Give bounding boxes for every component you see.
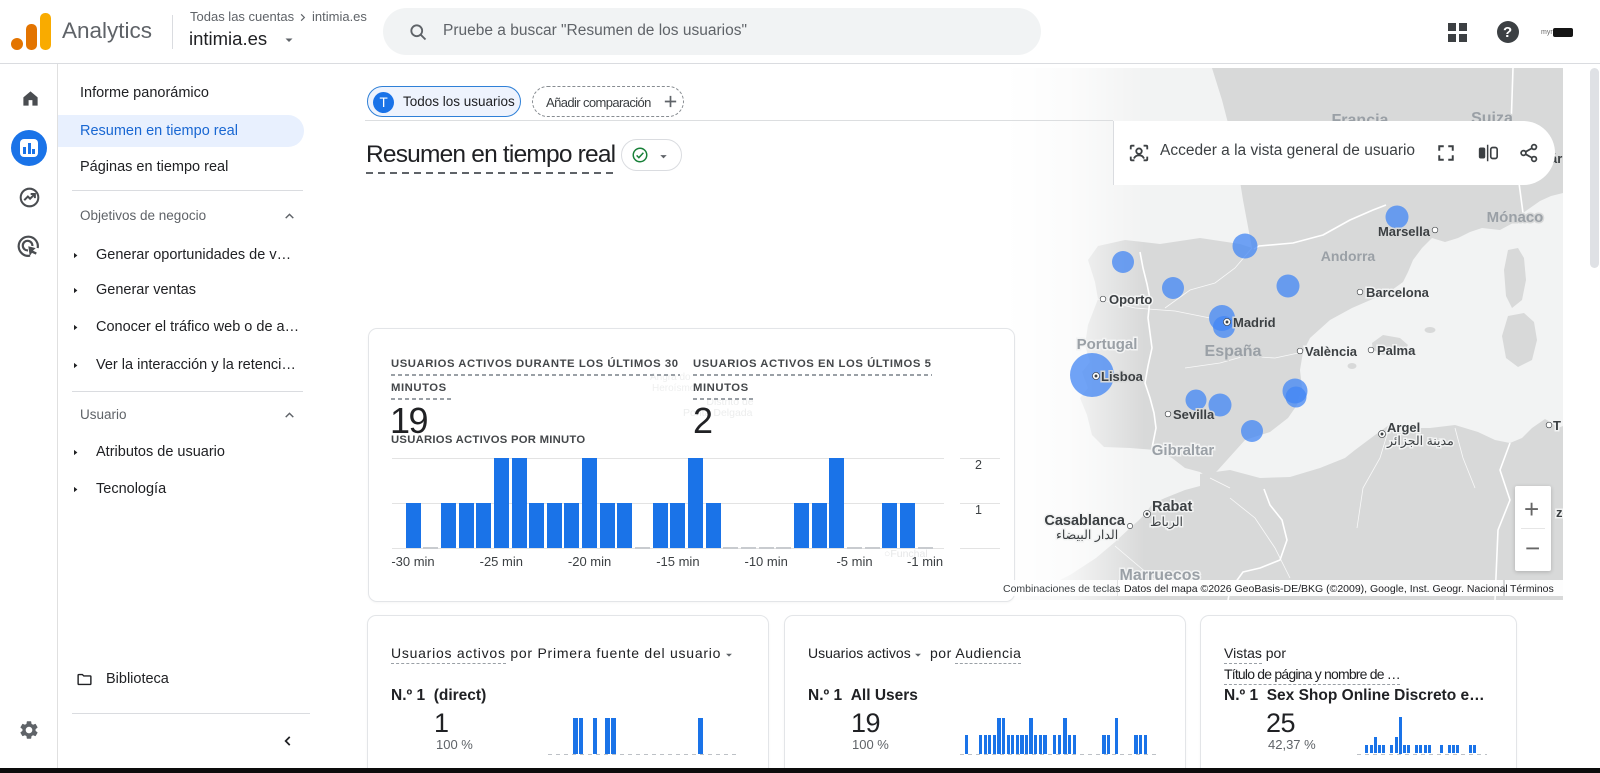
svg-text:España: España [1205,343,1262,360]
svg-text:Lisboa: Lisboa [1101,369,1144,384]
svg-text:Barcelona: Barcelona [1366,285,1430,300]
svg-text:Gibraltar: Gibraltar [1152,442,1215,459]
svg-text:Sevilla: Sevilla [1173,407,1215,422]
svg-text:Marsella: Marsella [1378,224,1431,239]
svg-text:Rabat: Rabat [1152,499,1192,515]
svg-text:Casablanca: Casablanca [1044,513,1126,529]
svg-text:T: T [1553,418,1561,433]
svg-text:Palma: Palma [1377,343,1416,358]
svg-text:Argel: Argel [1387,420,1420,435]
svg-text:Mónaco: Mónaco [1487,209,1544,226]
svg-text:València: València [1305,344,1358,359]
svg-text:z: z [1556,505,1563,520]
svg-text:Portugal: Portugal [1077,336,1138,353]
svg-text:Oporto: Oporto [1109,292,1152,307]
svg-text:الدار البيضاء: الدار البيضاء [1056,528,1118,543]
svg-text:Madrid: Madrid [1233,315,1276,330]
svg-text:Andorra: Andorra [1321,248,1376,264]
svg-text:مدينة الجزائر: مدينة الجزائر [1386,434,1454,449]
svg-text:الرباط: الرباط [1150,515,1183,530]
